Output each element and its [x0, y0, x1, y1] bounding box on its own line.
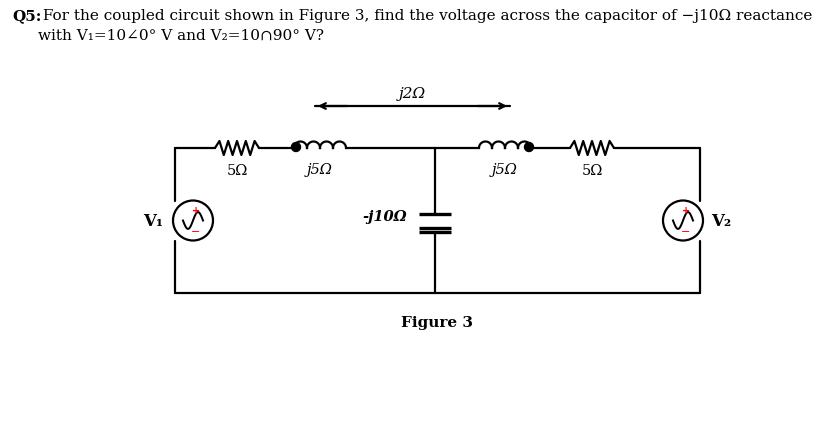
- Text: -j10Ω: -j10Ω: [362, 210, 407, 224]
- Text: j2Ω: j2Ω: [399, 87, 426, 101]
- Text: +: +: [192, 205, 200, 215]
- Text: −: −: [191, 226, 201, 237]
- Text: Q5:: Q5:: [12, 9, 41, 23]
- Text: j5Ω: j5Ω: [492, 162, 518, 177]
- Text: +: +: [682, 205, 690, 215]
- Text: 5Ω: 5Ω: [581, 164, 603, 177]
- Circle shape: [524, 143, 533, 152]
- Text: 5Ω: 5Ω: [227, 164, 248, 177]
- Text: V₂: V₂: [711, 212, 731, 230]
- Text: j5Ω: j5Ω: [307, 162, 333, 177]
- Text: with V₁=10∠0° V and V₂=10∩90° V?: with V₁=10∠0° V and V₂=10∩90° V?: [38, 29, 324, 43]
- Text: V₁: V₁: [143, 212, 163, 230]
- Text: Figure 3: Figure 3: [401, 315, 474, 329]
- Text: −: −: [681, 226, 691, 237]
- Circle shape: [291, 143, 300, 152]
- Text: For the coupled circuit shown in Figure 3, find the voltage across the capacitor: For the coupled circuit shown in Figure …: [38, 9, 812, 23]
